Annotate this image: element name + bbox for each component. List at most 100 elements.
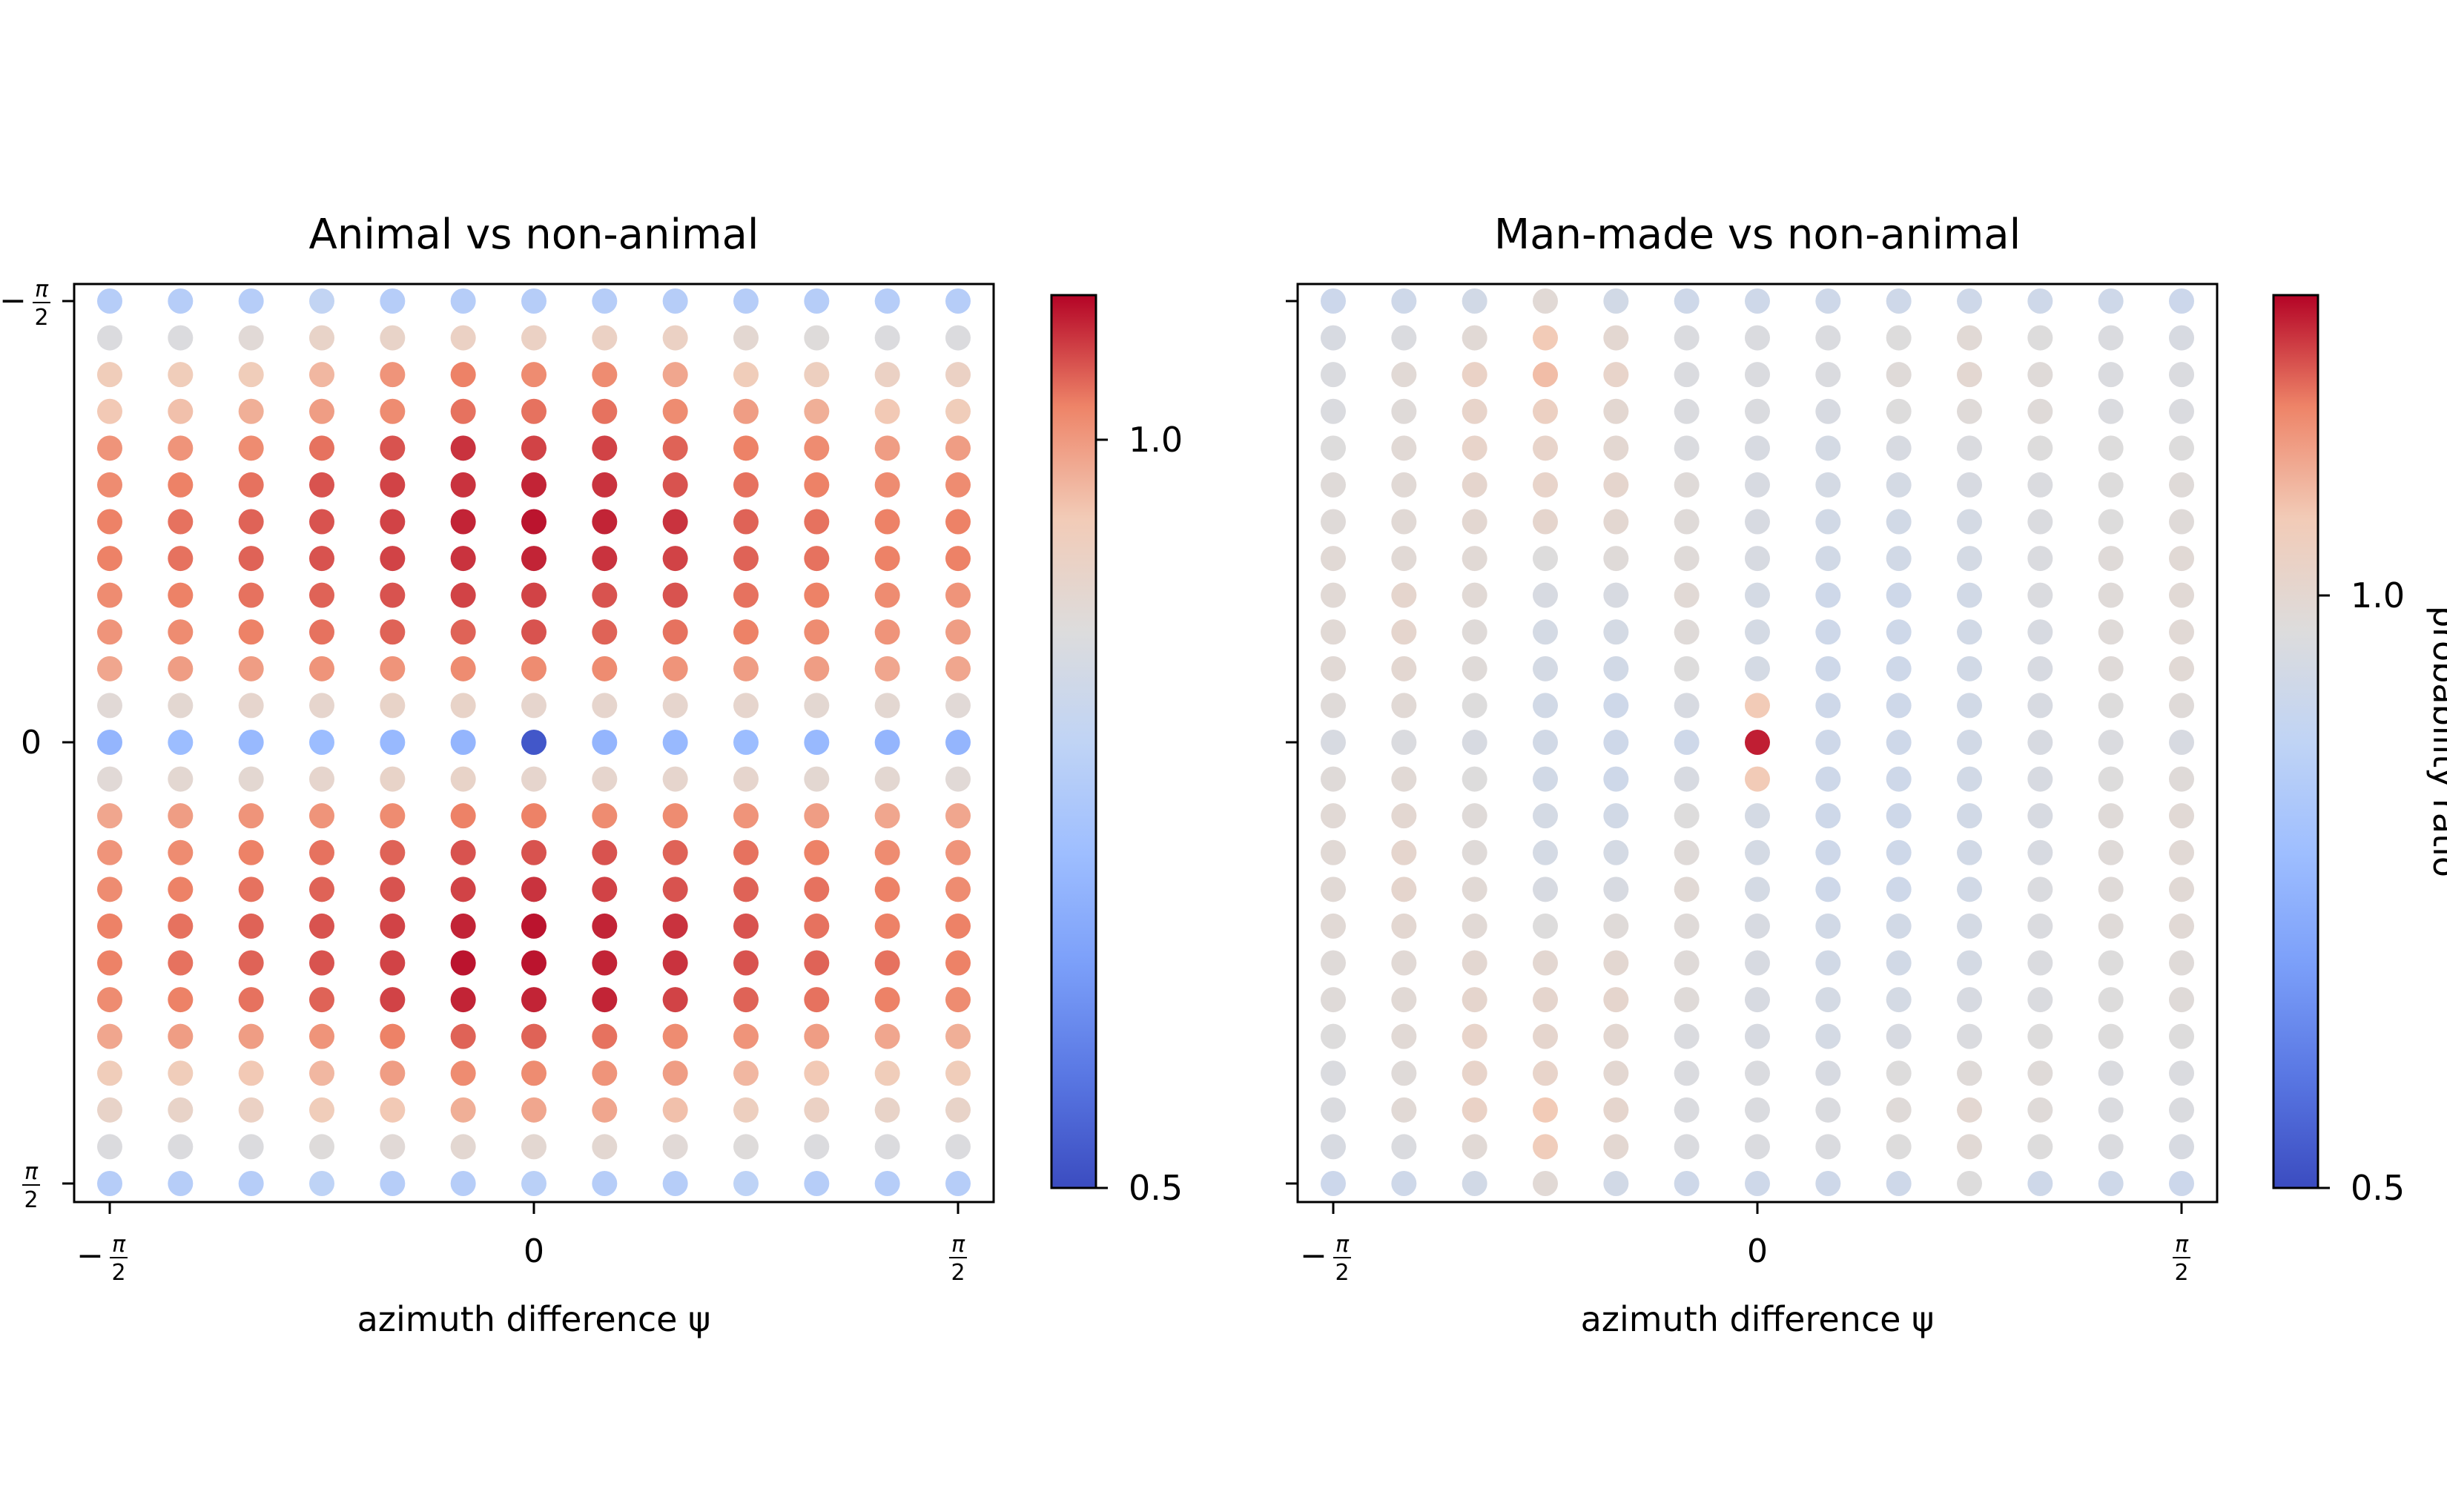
scatter-point [1815, 472, 1841, 498]
scatter-point [874, 1134, 900, 1160]
scatter-point [1391, 619, 1417, 645]
x-ticks [108, 1202, 960, 1214]
scatter-point [733, 398, 759, 424]
scatter-point [874, 1060, 900, 1086]
scatter-point [662, 1171, 688, 1196]
scatter-point [1745, 1171, 1770, 1196]
scatter-point [168, 656, 194, 681]
scatter-point [1674, 1097, 1700, 1123]
scatter-point [521, 472, 546, 498]
scatter-point [380, 472, 406, 498]
scatter-point [380, 656, 406, 681]
scatter-point [2098, 839, 2124, 865]
scatter-point [168, 435, 194, 461]
scatter-point [1603, 325, 1629, 351]
scatter-point [592, 288, 618, 314]
scatter-point [1462, 619, 1487, 645]
scatter-point [450, 435, 476, 461]
scatter-point [945, 693, 971, 719]
scatter-point [1957, 877, 1982, 902]
scatter-point [1533, 766, 1558, 792]
scatter-point [804, 913, 830, 939]
scatter-point [309, 1023, 334, 1049]
scatter-point [1815, 987, 1841, 1013]
scatter-point [1674, 582, 1700, 608]
scatter-point [1391, 877, 1417, 902]
scatter-point [1745, 693, 1770, 719]
scatter-point [1391, 582, 1417, 608]
scatter-point [2169, 288, 2194, 314]
scatter-point [804, 1134, 830, 1160]
scatter-point [2027, 877, 2053, 902]
svg-text:π: π [35, 277, 49, 303]
scatter-point [168, 730, 194, 755]
scatter-point [380, 950, 406, 976]
scatter-point [1674, 398, 1700, 424]
scatter-point [1886, 288, 1912, 314]
scatter-point [945, 1097, 971, 1123]
scatter-point [2027, 582, 2053, 608]
scatter-point [1815, 398, 1841, 424]
scatter-point [1957, 656, 1982, 681]
scatter-point [521, 839, 546, 865]
scatter-point [1745, 1134, 1770, 1160]
scatter-point [592, 1023, 618, 1049]
scatter-point [1674, 619, 1700, 645]
scatter-point [592, 362, 618, 388]
scatter-point [1321, 509, 1346, 535]
scatter-point [945, 656, 971, 681]
scatter-point [238, 509, 264, 535]
scatter-point [1815, 913, 1841, 939]
scatter-point [168, 839, 194, 865]
scatter-point [2169, 913, 2194, 939]
scatter-point [2169, 693, 2194, 719]
scatter-point [1391, 435, 1417, 461]
scatter-point [1886, 656, 1912, 681]
scatter-point [1603, 546, 1629, 572]
scatter-point [945, 913, 971, 939]
scatter-point [450, 1097, 476, 1123]
scatter-point [874, 1097, 900, 1123]
scatter-point [450, 582, 476, 608]
scatter-point [1462, 730, 1487, 755]
scatter-point [1391, 803, 1417, 829]
scatter-point [168, 546, 194, 572]
scatter-point [1815, 877, 1841, 902]
scatter-point [168, 950, 194, 976]
scatter-point [168, 582, 194, 608]
scatter-point [1815, 950, 1841, 976]
scatter-point [1533, 362, 1558, 388]
svg-text:π: π [2175, 1232, 2189, 1258]
scatter-point [1462, 803, 1487, 829]
scatter-point [1603, 398, 1629, 424]
scatter-point [1674, 472, 1700, 498]
scatter-point [380, 1060, 406, 1086]
scatter-point [168, 1023, 194, 1049]
scatter-point [1957, 325, 1982, 351]
scatter-point [592, 509, 618, 535]
scatter-point [1321, 693, 1346, 719]
scatter-point [733, 1023, 759, 1049]
scatter-point [2027, 730, 2053, 755]
colorbar [2272, 294, 2319, 1189]
scatter-point [804, 619, 830, 645]
scatter-point [1886, 362, 1912, 388]
scatter-point [592, 693, 618, 719]
scatter-point [1957, 288, 1982, 314]
scatter-point [238, 766, 264, 792]
scatter-point [1886, 509, 1912, 535]
scatter-point [1321, 656, 1346, 681]
scatter-point [380, 730, 406, 755]
scatter-point [1886, 325, 1912, 351]
scatter-point [1391, 987, 1417, 1013]
scatter-point [662, 877, 688, 902]
scatter-point [945, 435, 971, 461]
scatter-point [662, 582, 688, 608]
scatter-point [238, 877, 264, 902]
scatter-point [733, 950, 759, 976]
scatter-point [1391, 325, 1417, 351]
scatter-point [1533, 1097, 1558, 1123]
scatter-point [1745, 435, 1770, 461]
scatter-point [1745, 803, 1770, 829]
scatter-point [874, 1023, 900, 1049]
